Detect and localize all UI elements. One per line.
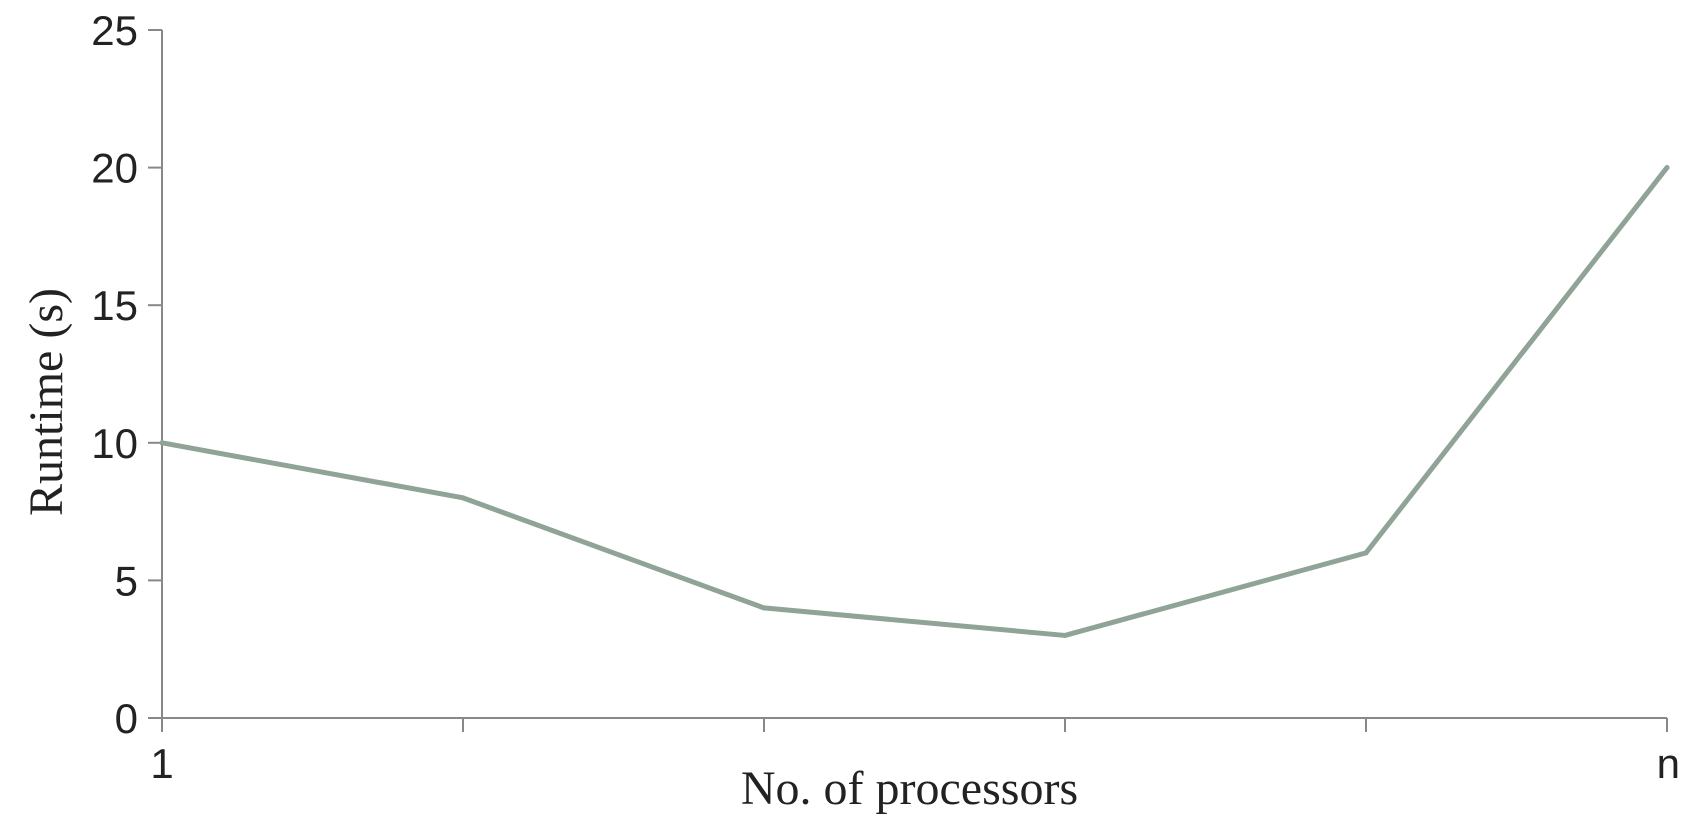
data-point — [761, 605, 767, 611]
y-tick-label: 20 — [91, 145, 138, 192]
y-axis-ticks: 0 5 10 15 20 25 — [91, 7, 162, 742]
data-point — [1062, 632, 1068, 638]
y-tick-label: 0 — [115, 695, 138, 742]
data-point — [1363, 550, 1369, 556]
x-axis-title: No. of processors — [741, 762, 1078, 815]
data-point — [1664, 165, 1670, 171]
series-line — [159, 165, 1670, 638]
x-tick-label: n — [1657, 740, 1680, 787]
y-tick-label: 5 — [115, 557, 138, 604]
series-group — [159, 165, 1670, 638]
data-point — [159, 440, 165, 446]
y-tick-label: 10 — [91, 420, 138, 467]
data-point — [460, 495, 466, 501]
y-tick-label: 25 — [91, 7, 138, 54]
y-axis-title: Runtime (s) — [20, 288, 73, 516]
y-tick-label: 15 — [91, 282, 138, 329]
x-tick-label: 1 — [150, 740, 173, 787]
